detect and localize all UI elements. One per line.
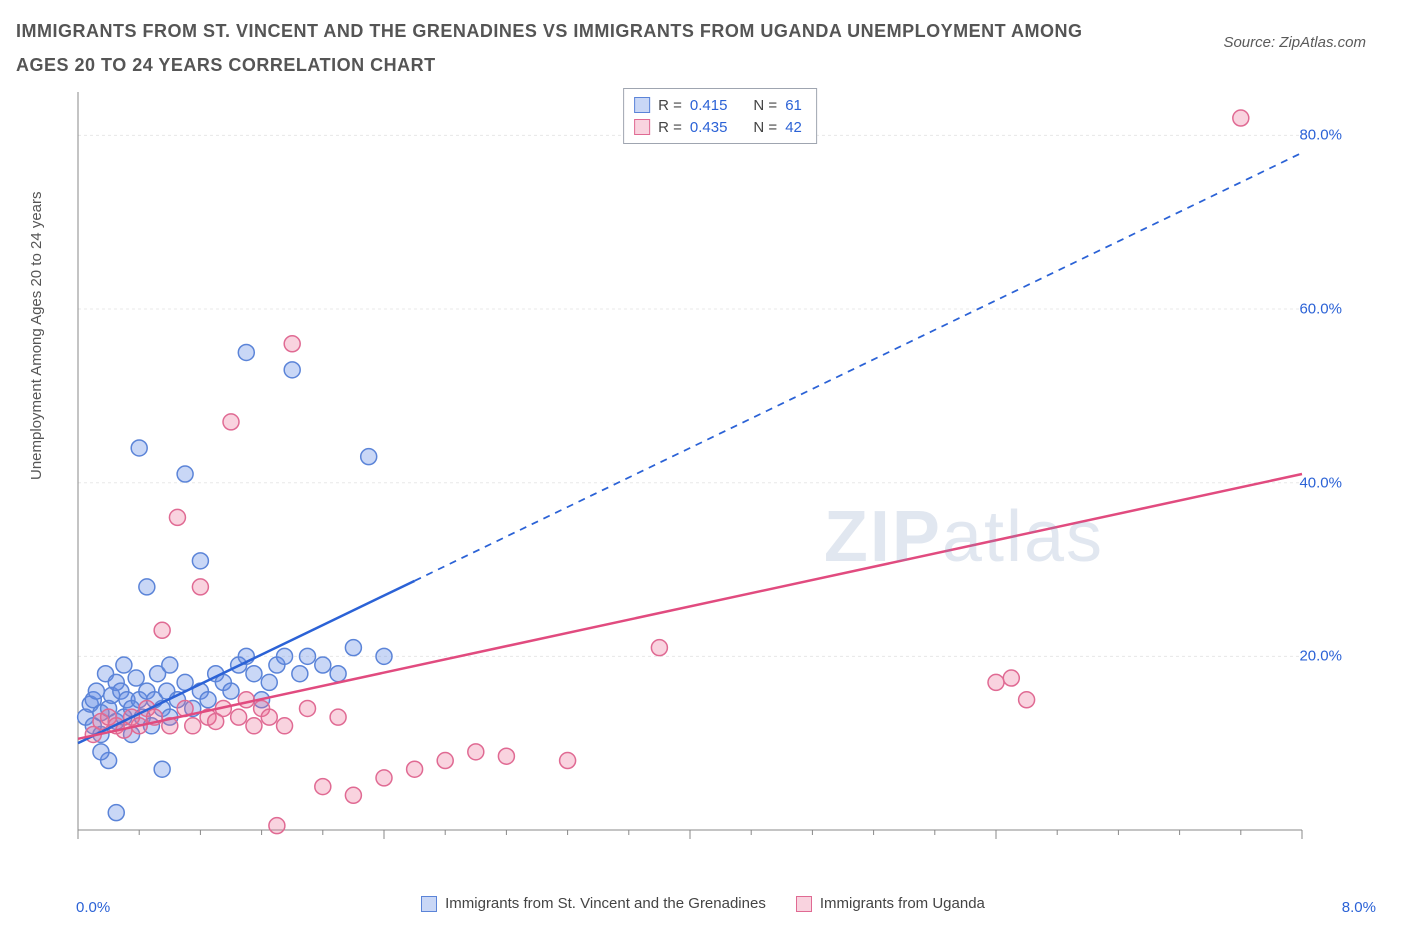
legend-row-series-a: R = 0.415 N = 61 xyxy=(634,94,802,116)
correlation-legend: R = 0.415 N = 61 R = 0.435 N = 42 xyxy=(623,88,817,144)
series-b-name: Immigrants from Uganda xyxy=(820,895,985,912)
y-axis-label: Unemployment Among Ages 20 to 24 years xyxy=(28,191,45,480)
n-label-a: N = xyxy=(753,97,777,114)
legend-item-series-a: Immigrants from St. Vincent and the Gren… xyxy=(421,895,766,912)
source-attribution: Source: ZipAtlas.com xyxy=(1223,34,1366,51)
legend-item-series-b: Immigrants from Uganda xyxy=(796,895,985,912)
r-value-b: 0.435 xyxy=(690,119,728,136)
y-tick-label: 40.0% xyxy=(1299,474,1342,491)
n-value-a: 61 xyxy=(785,97,802,114)
swatch-series-b-bottom xyxy=(796,896,812,912)
x-axis-max-label: 8.0% xyxy=(1342,899,1376,916)
scatter-plot: R = 0.415 N = 61 R = 0.435 N = 42 ZIPatl… xyxy=(76,86,1364,856)
y-tick-label: 20.0% xyxy=(1299,648,1342,665)
swatch-series-b xyxy=(634,119,650,135)
swatch-series-a xyxy=(634,97,650,113)
swatch-series-a-bottom xyxy=(421,896,437,912)
r-label-b: R = xyxy=(658,119,682,136)
chart-canvas xyxy=(76,86,1364,856)
n-label-b: N = xyxy=(753,119,777,136)
n-value-b: 42 xyxy=(785,119,802,136)
r-value-a: 0.415 xyxy=(690,97,728,114)
series-a-name: Immigrants from St. Vincent and the Gren… xyxy=(445,895,766,912)
r-label-a: R = xyxy=(658,97,682,114)
y-tick-label: 60.0% xyxy=(1299,301,1342,318)
series-legend: Immigrants from St. Vincent and the Gren… xyxy=(0,895,1406,912)
legend-row-series-b: R = 0.435 N = 42 xyxy=(634,116,802,138)
chart-title: IMMIGRANTS FROM ST. VINCENT AND THE GREN… xyxy=(16,14,1096,82)
y-tick-label: 80.0% xyxy=(1299,127,1342,144)
x-axis-min-label: 0.0% xyxy=(76,899,110,916)
